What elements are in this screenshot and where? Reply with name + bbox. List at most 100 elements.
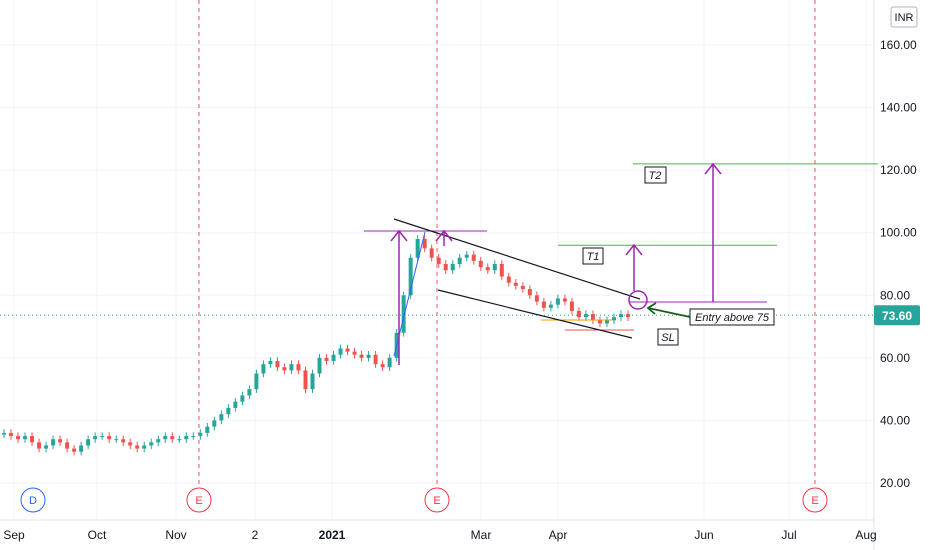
candle-body xyxy=(128,442,133,446)
candle-body xyxy=(44,445,49,449)
candle-body xyxy=(387,357,392,368)
entry-arrow-head xyxy=(646,302,657,315)
candle-body xyxy=(338,348,343,355)
candle-body xyxy=(212,420,217,427)
candle-body xyxy=(513,282,518,286)
candle-body xyxy=(569,301,574,311)
candle-body xyxy=(590,314,595,321)
candle-body xyxy=(93,436,98,440)
candle-body xyxy=(604,320,609,324)
candle-body xyxy=(597,320,602,324)
candle-body xyxy=(289,364,294,371)
candle-body xyxy=(37,442,42,449)
t2-arrow-head xyxy=(704,162,722,175)
candle-body xyxy=(352,351,357,355)
candle-body xyxy=(247,389,252,396)
candle-body xyxy=(317,357,322,374)
candle-body xyxy=(541,301,546,308)
channel-lower-line xyxy=(437,289,633,339)
candle-body xyxy=(611,317,616,321)
candle-body xyxy=(240,395,245,402)
candle-body xyxy=(114,439,119,441)
candle-body xyxy=(345,348,350,352)
candle-body xyxy=(450,264,455,271)
annot-sl: SL xyxy=(657,328,679,346)
annot-entry: Entry above 75 xyxy=(689,308,775,326)
candle-body xyxy=(23,436,28,440)
candle-body xyxy=(499,264,504,277)
small-up-arrow-head xyxy=(435,229,453,242)
candle-body xyxy=(149,442,154,446)
candle-body xyxy=(303,370,308,390)
candle-body xyxy=(429,248,434,258)
event-label: E xyxy=(433,495,440,507)
x-tick-label: Apr xyxy=(549,528,568,542)
event-marker xyxy=(186,487,212,513)
candle-body xyxy=(233,401,238,408)
candle-body xyxy=(562,298,567,302)
channel-upper-line xyxy=(393,218,641,300)
candle-body xyxy=(373,354,378,365)
candle-body xyxy=(135,445,140,449)
candle-body xyxy=(324,357,329,361)
candle-body xyxy=(58,439,63,443)
x-tick-label: 2021 xyxy=(319,528,346,542)
event-marker xyxy=(20,487,46,513)
candle-body xyxy=(177,439,182,441)
x-tick-label: Nov xyxy=(165,528,186,542)
candle-body xyxy=(9,432,14,437)
y-tick-label: 20.00 xyxy=(880,476,910,490)
candle-body xyxy=(254,373,259,390)
candle-body xyxy=(401,295,406,333)
x-tick-label: Aug xyxy=(855,528,876,542)
candle-body xyxy=(226,407,231,415)
event-marker xyxy=(424,487,450,513)
candle-body xyxy=(205,426,210,433)
candle-body xyxy=(261,364,266,374)
currency-box[interactable] xyxy=(890,6,918,28)
candle-body xyxy=(275,360,280,368)
candle-body xyxy=(184,436,189,440)
y-tick-label: 100.00 xyxy=(880,226,917,240)
candle-body xyxy=(72,448,77,452)
event-marker xyxy=(802,487,828,513)
candle-body xyxy=(163,436,168,440)
candle-body xyxy=(282,367,287,371)
candle-body xyxy=(170,436,175,440)
candle-body xyxy=(79,445,84,452)
candle-body xyxy=(534,295,539,302)
y-tick-label: 140.00 xyxy=(880,101,917,115)
sl-label: SL xyxy=(661,332,674,344)
candle-body xyxy=(310,373,315,390)
candle-body xyxy=(198,432,203,437)
candle-body xyxy=(156,439,161,443)
t1-label: T1 xyxy=(587,251,600,263)
candle-body xyxy=(331,354,336,361)
candle-body xyxy=(443,264,448,271)
candle-body xyxy=(142,445,147,449)
y-tick-label: 80.00 xyxy=(880,288,910,302)
last-price-badge xyxy=(874,305,920,326)
candle-body xyxy=(583,314,588,318)
candle-body xyxy=(296,364,301,371)
entry-label: Entry above 75 xyxy=(695,312,770,324)
x-axis: Sep Oct Nov 2 2021 Mar Apr Jun Jul Aug xyxy=(3,528,876,542)
candle-body xyxy=(478,260,483,268)
candle-body xyxy=(121,439,126,443)
event-label: E xyxy=(811,495,818,507)
entry-circle xyxy=(628,290,648,310)
candle-body xyxy=(485,267,490,271)
y-tick-label: 120.00 xyxy=(880,163,917,177)
candle-body xyxy=(576,310,581,318)
candle-body xyxy=(30,436,35,443)
candle-body xyxy=(380,364,385,368)
x-tick-label: Jul xyxy=(781,528,796,542)
entry-arrow xyxy=(647,307,691,318)
candle-body xyxy=(436,257,441,264)
annot-t1: T1 xyxy=(582,247,604,265)
candle-body xyxy=(457,257,462,264)
candle-body xyxy=(51,439,56,446)
annot-t2: T2 xyxy=(644,166,667,184)
